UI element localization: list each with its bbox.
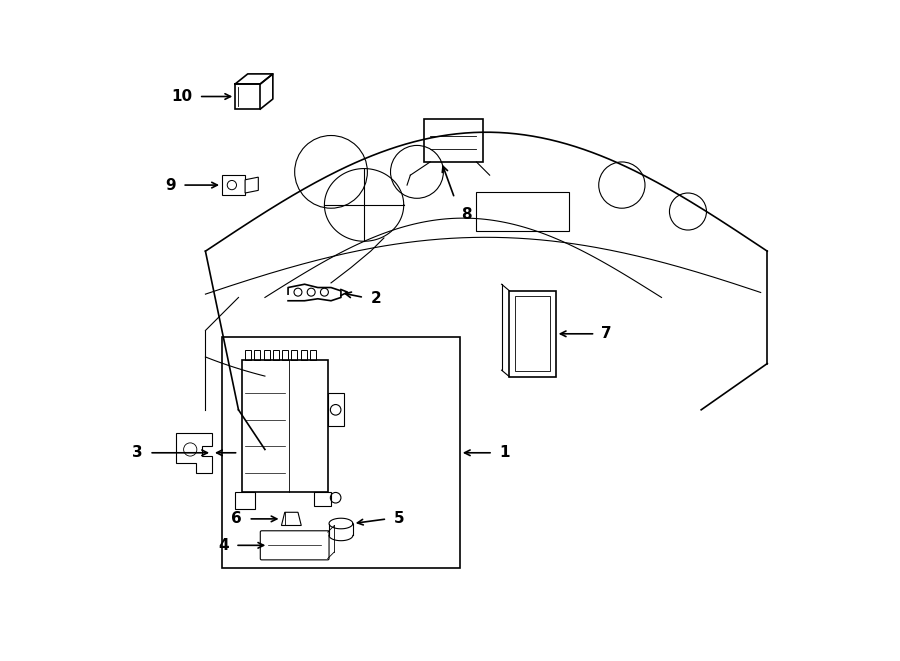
- Text: 2: 2: [371, 291, 382, 305]
- Bar: [235, 492, 255, 509]
- Bar: [515, 296, 551, 371]
- Bar: [424, 119, 483, 162]
- Bar: [245, 350, 251, 360]
- Bar: [273, 350, 279, 360]
- Bar: [310, 350, 316, 360]
- Polygon shape: [282, 512, 302, 525]
- Text: 4: 4: [218, 538, 229, 553]
- Text: 3: 3: [132, 446, 142, 460]
- Text: 1: 1: [500, 446, 510, 460]
- Bar: [476, 192, 569, 231]
- Text: 7: 7: [600, 327, 611, 341]
- Bar: [222, 175, 245, 195]
- Bar: [509, 291, 556, 377]
- Text: 6: 6: [231, 512, 242, 526]
- Bar: [282, 350, 288, 360]
- Text: 8: 8: [461, 207, 472, 222]
- Text: 9: 9: [165, 178, 176, 192]
- Bar: [301, 350, 307, 360]
- Bar: [292, 350, 297, 360]
- Polygon shape: [176, 433, 212, 473]
- Bar: [242, 360, 328, 492]
- Bar: [255, 350, 260, 360]
- Bar: [222, 337, 460, 568]
- Bar: [264, 350, 269, 360]
- Bar: [314, 492, 331, 506]
- Text: 10: 10: [171, 89, 193, 104]
- Bar: [235, 84, 260, 109]
- Text: 5: 5: [394, 512, 404, 526]
- Bar: [328, 393, 344, 426]
- Polygon shape: [245, 177, 258, 193]
